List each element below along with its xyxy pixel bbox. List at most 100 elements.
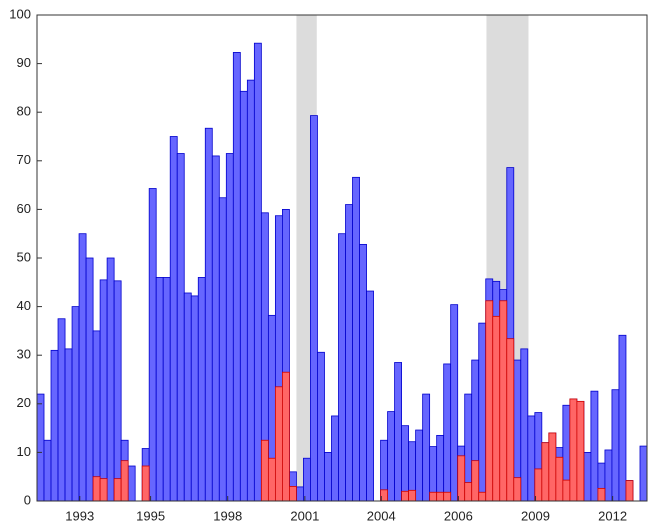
bar [429,491,438,502]
bar [127,465,136,502]
bar [590,390,599,502]
bar [190,295,199,502]
bar [541,442,550,502]
bar [155,277,164,502]
x-tick-label: 1998 [213,508,242,521]
bar [415,429,424,502]
bar [401,425,410,502]
bar [36,393,45,502]
bar [436,434,445,502]
bar [57,318,66,502]
x-tick-label: 2009 [521,508,550,521]
bar [345,204,353,502]
y-tick-label: 70 [17,152,31,167]
bar [583,451,592,502]
bar [527,415,536,502]
bar [548,432,557,502]
bar [113,280,122,502]
bar [331,415,339,502]
bar [85,257,94,502]
x-tick-label: 2006 [444,508,473,521]
bar [317,351,325,502]
bar [422,393,431,502]
x-tick-label: 1995 [136,508,165,521]
y-tick-label: 0 [24,492,31,507]
bar [148,188,157,502]
bar [597,487,606,502]
bar [211,155,220,502]
y-tick-label: 60 [17,201,31,216]
bar [113,478,122,502]
bar [43,439,52,502]
bar [232,52,241,502]
y-tick-label: 100 [9,6,31,21]
bar [78,233,87,502]
bar [471,460,480,502]
bar [183,292,192,502]
bar [204,127,213,502]
bar [485,300,494,502]
bar [71,306,80,502]
bar [506,338,515,502]
y-tick-label: 20 [17,395,31,410]
bar [450,304,459,502]
bar [366,290,374,502]
x-tick-label: 1993 [65,508,94,521]
bar [92,476,101,502]
bar [99,478,108,502]
bar [64,348,73,502]
bar [282,371,290,502]
bar [492,315,501,502]
bar [499,300,508,502]
bar [639,445,648,502]
bar [338,233,346,502]
bar [267,457,276,502]
y-tick-label: 10 [17,444,31,459]
bar [555,456,564,502]
bar [169,136,178,502]
bar [457,455,466,502]
bar [92,330,101,502]
bar [197,277,206,502]
bar [289,486,297,502]
bar [260,439,269,502]
bar [303,457,311,502]
bar [569,398,578,502]
bar [576,400,585,502]
bar [443,363,452,502]
bar [359,243,367,502]
bar [246,79,255,502]
bar [394,362,402,502]
y-tick-label: 40 [17,298,31,313]
y-tick-label: 90 [17,55,31,70]
bar [218,197,227,502]
bar [310,115,318,502]
bar [436,491,445,502]
bar [324,451,332,502]
bar [562,479,571,502]
bar [253,42,262,502]
x-tick-label: 2001 [290,508,319,521]
bar [141,465,150,502]
y-tick-label: 30 [17,347,31,362]
bar [239,90,248,502]
bar [352,176,360,502]
bar [443,491,452,502]
bar [274,386,283,502]
bar [464,482,473,502]
bar [604,449,613,502]
bar [618,334,627,502]
bar [478,491,487,502]
bar [225,153,234,502]
bar [162,277,171,502]
bar [625,480,634,502]
bar [408,489,417,502]
x-tick-label: 2012 [598,508,627,521]
bar [296,486,304,502]
y-tick-label: 80 [17,104,31,119]
bar [478,322,487,502]
bar [513,477,522,502]
bar [106,257,115,502]
bar [50,349,59,502]
